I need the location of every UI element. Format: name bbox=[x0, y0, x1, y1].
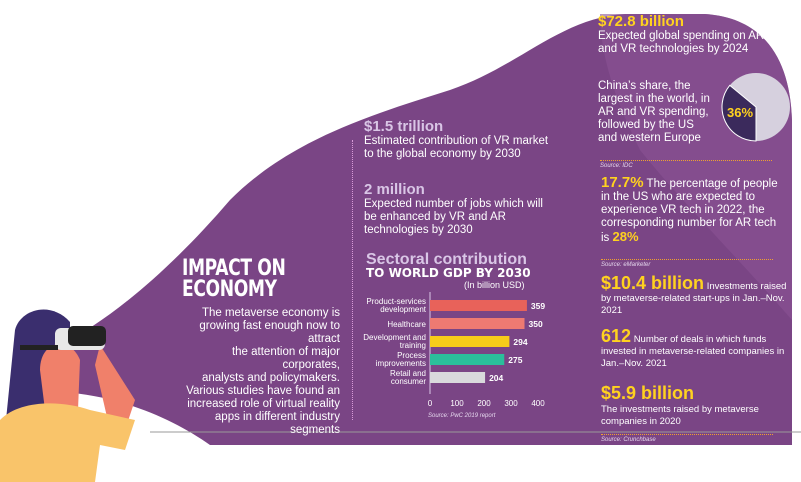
divider bbox=[601, 259, 773, 260]
intro-line: growing fast enough now to attract bbox=[199, 320, 340, 345]
category-label: training bbox=[400, 341, 426, 350]
bar-4 bbox=[430, 372, 486, 383]
category-label: Process bbox=[397, 351, 426, 360]
x-tick-label: 400 bbox=[531, 399, 545, 408]
pie-label: 36% bbox=[727, 105, 753, 120]
divider bbox=[601, 434, 773, 435]
pie-slice-china bbox=[721, 84, 757, 142]
stat-deals: 612 Number of deals in which funds inves… bbox=[601, 327, 787, 370]
chart-subtitle: TO WORLD GDP BY 2030 bbox=[366, 266, 531, 280]
stat-desc: The investments raised by metaverse comp… bbox=[601, 404, 759, 427]
china-share-pie: 36% bbox=[721, 73, 790, 142]
bar-value-label: 294 bbox=[513, 337, 527, 347]
stat-desc: Investments raised by metaverse-related … bbox=[601, 281, 787, 316]
stat-startups: $10.4 billion Investments raised by meta… bbox=[601, 274, 787, 317]
stat-desc: Expected global spending on AR and VR te… bbox=[598, 30, 765, 55]
category-label: Healthcare bbox=[387, 320, 426, 329]
bar-0 bbox=[430, 300, 527, 311]
bar-value-label: 204 bbox=[489, 373, 503, 383]
stat-desc: Estimated contribution of VR market to t… bbox=[364, 135, 549, 160]
stat-value: $1.5 trillion bbox=[364, 118, 444, 135]
category-label: Development and bbox=[363, 333, 426, 342]
intro-line: analysts and policymakers. bbox=[201, 372, 340, 384]
china-share-text: China’s share, the largest in the world,… bbox=[598, 80, 710, 144]
divider bbox=[352, 140, 353, 420]
stat-spending: $72.8 billion Expected global spending o… bbox=[598, 13, 778, 56]
bar-1 bbox=[430, 318, 525, 329]
stat-2020: $5.9 billion The investments raised by m… bbox=[601, 383, 781, 428]
intro-line: the attention of major corporates, bbox=[231, 346, 340, 371]
stat-value: 612 bbox=[601, 326, 632, 346]
stat-desc: The percentage of people in the US who a… bbox=[601, 178, 778, 244]
stat-value: $72.8 billion bbox=[598, 13, 684, 30]
bar-value-label: 350 bbox=[529, 319, 543, 329]
source-crunchbase: Source: Crunchbase bbox=[601, 437, 656, 443]
stat-value: $5.9 billion bbox=[601, 383, 695, 403]
bar-value-label: 275 bbox=[508, 355, 522, 365]
stat-value: $10.4 billion bbox=[601, 273, 705, 293]
category-label: improvements bbox=[376, 359, 426, 368]
x-tick-label: 300 bbox=[504, 399, 518, 408]
source-idc: Source: IDC bbox=[600, 163, 633, 169]
woman-with-vr-headset bbox=[0, 309, 135, 482]
stat-desc: Expected number of jobs which will be en… bbox=[364, 198, 543, 236]
purple-wave bbox=[60, 14, 792, 445]
x-tick-label: 0 bbox=[428, 399, 433, 408]
category-label: Retail and bbox=[390, 369, 426, 378]
x-tick-label: 100 bbox=[450, 399, 464, 408]
chart-heading: Sectoral contribution TO WORLD GDP BY 20… bbox=[366, 251, 531, 291]
source-emarketer: Source: eMarketer bbox=[601, 262, 651, 268]
divider bbox=[600, 160, 772, 161]
title-line-2: ECONOMY bbox=[182, 277, 277, 302]
chart-unit: (In billion USD) bbox=[464, 280, 525, 290]
stat-value: 2 million bbox=[364, 181, 425, 198]
bar-2 bbox=[430, 336, 510, 347]
intro-line: apps in different industry bbox=[214, 411, 340, 423]
page-title: IMPACT ON ECONOMY bbox=[182, 256, 286, 302]
stat-value: 17.7% bbox=[601, 174, 644, 191]
intro-line: increased role of virtual reality bbox=[187, 398, 340, 410]
category-label: development bbox=[380, 305, 427, 314]
stat-jobs: 2 million Expected number of jobs which … bbox=[364, 181, 544, 237]
category-label: consumer bbox=[391, 377, 426, 386]
x-tick-label: 200 bbox=[477, 399, 491, 408]
bar-3 bbox=[430, 354, 505, 365]
ar-value: 28% bbox=[612, 229, 639, 244]
stat-desc: Number of deals in which funds invested … bbox=[601, 334, 785, 369]
chart-title: Sectoral contribution bbox=[366, 251, 527, 268]
stat-us-vr: 17.7% The percentage of people in the US… bbox=[601, 174, 787, 245]
chart-source: Source: PwC 2019 report bbox=[428, 413, 496, 419]
bar-value-label: 359 bbox=[531, 301, 545, 311]
title-line-1: IMPACT ON bbox=[182, 256, 286, 281]
intro-line: segments bbox=[290, 424, 340, 436]
stat-vr-contribution: $1.5 trillion Estimated contribution of … bbox=[364, 118, 549, 161]
intro-line: The metaverse economy is bbox=[201, 307, 340, 319]
intro-paragraph: The metaverse economy is growing fast en… bbox=[180, 307, 340, 437]
intro-line: Various studies have found an bbox=[186, 385, 340, 397]
category-label: Product-services bbox=[366, 297, 426, 306]
